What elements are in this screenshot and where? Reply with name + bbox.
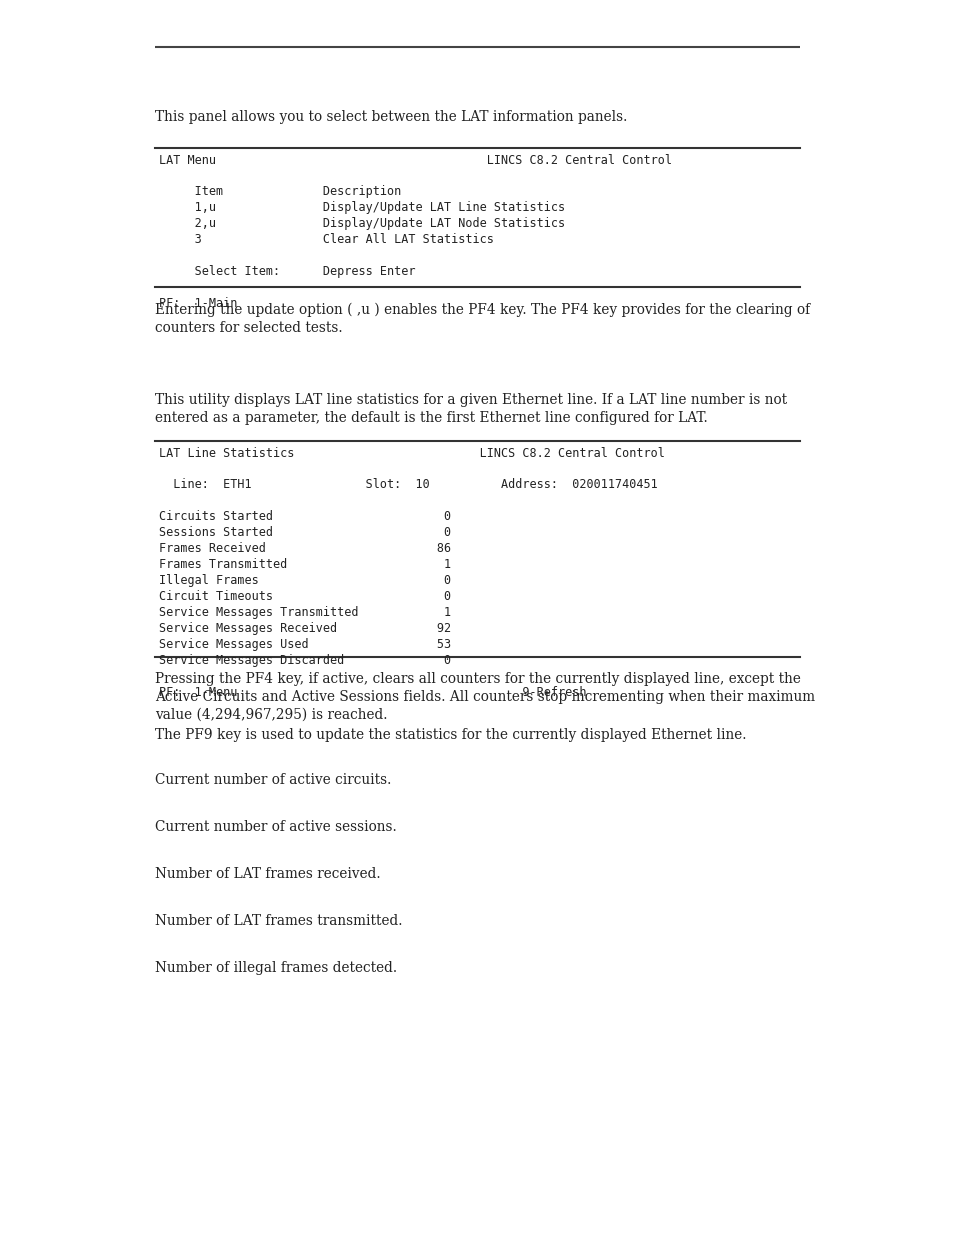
Text: LAT Line Statistics                          LINCS C8.2 Central Control: LAT Line Statistics LINCS C8.2 Central C… (159, 447, 664, 459)
Text: Entering the update option ( ,u ) enables the PF4 key. The PF4 key provides for : Entering the update option ( ,u ) enable… (154, 303, 809, 317)
Text: PF:  1-Menu                                        9-Refresh: PF: 1-Menu 9-Refresh (159, 685, 586, 699)
Text: Circuits Started                        0: Circuits Started 0 (159, 510, 451, 522)
Text: This panel allows you to select between the LAT information panels.: This panel allows you to select between … (154, 110, 627, 124)
Text: Pressing the PF4 key, if active, clears all counters for the currently displayed: Pressing the PF4 key, if active, clears … (154, 672, 800, 685)
Text: Active Circuits and Active Sessions fields. All counters stop incrementing when : Active Circuits and Active Sessions fiel… (154, 690, 814, 704)
Text: 1,u               Display/Update LAT Line Statistics: 1,u Display/Update LAT Line Statistics (159, 201, 564, 214)
Text: Service Messages Discarded              0: Service Messages Discarded 0 (159, 655, 451, 667)
Text: Sessions Started                        0: Sessions Started 0 (159, 526, 451, 538)
Text: Frames Received                        86: Frames Received 86 (159, 542, 451, 555)
Text: The PF9 key is used to update the statistics for the currently displayed Etherne: The PF9 key is used to update the statis… (154, 727, 745, 742)
Text: Service Messages Received              92: Service Messages Received 92 (159, 622, 451, 635)
Text: Current number of active circuits.: Current number of active circuits. (154, 773, 391, 787)
Text: Select Item:      Depress Enter: Select Item: Depress Enter (159, 266, 416, 278)
Text: Current number of active sessions.: Current number of active sessions. (154, 820, 396, 834)
Text: Line:  ETH1                Slot:  10          Address:  020011740451: Line: ETH1 Slot: 10 Address: 02001174045… (159, 478, 657, 492)
Text: entered as a parameter, the default is the first Ethernet line configured for LA: entered as a parameter, the default is t… (154, 411, 707, 425)
Text: Item              Description: Item Description (159, 185, 401, 198)
Text: 3                 Clear All LAT Statistics: 3 Clear All LAT Statistics (159, 233, 494, 246)
Text: Number of LAT frames transmitted.: Number of LAT frames transmitted. (154, 914, 402, 927)
Text: Service Messages Transmitted            1: Service Messages Transmitted 1 (159, 606, 451, 619)
Text: counters for selected tests.: counters for selected tests. (154, 321, 342, 335)
Text: LAT Menu                                      LINCS C8.2 Central Control: LAT Menu LINCS C8.2 Central Control (159, 154, 671, 167)
Text: Service Messages Used                  53: Service Messages Used 53 (159, 638, 451, 651)
Text: Illegal Frames                          0: Illegal Frames 0 (159, 574, 451, 587)
Text: PF:  1-Main: PF: 1-Main (159, 296, 237, 310)
Text: This utility displays LAT line statistics for a given Ethernet line. If a LAT li: This utility displays LAT line statistic… (154, 393, 786, 408)
Text: 2,u               Display/Update LAT Node Statistics: 2,u Display/Update LAT Node Statistics (159, 217, 564, 230)
Text: value (4,294,967,295) is reached.: value (4,294,967,295) is reached. (154, 708, 387, 722)
Text: Circuit Timeouts                        0: Circuit Timeouts 0 (159, 590, 451, 603)
Text: Number of illegal frames detected.: Number of illegal frames detected. (154, 961, 396, 974)
Text: Frames Transmitted                      1: Frames Transmitted 1 (159, 558, 451, 571)
Text: Number of LAT frames received.: Number of LAT frames received. (154, 867, 380, 881)
